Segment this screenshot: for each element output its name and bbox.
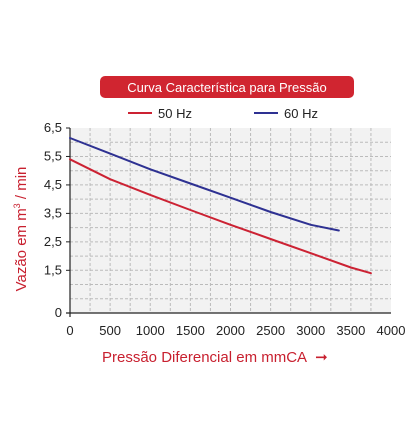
x-tick-label: 1500 xyxy=(176,323,205,338)
x-tick-labels: 0 500 1000 1500 2000 2500 3000 3500 4000 xyxy=(66,323,405,338)
data-series xyxy=(69,137,372,275)
x-tick-label: 3500 xyxy=(336,323,365,338)
chart-title-background xyxy=(100,76,354,98)
chart-title: Curva Característica para Pressão xyxy=(100,76,354,98)
chart-title-text: Curva Característica para Pressão xyxy=(127,80,326,95)
y-tick-label: 1,5 xyxy=(44,262,62,277)
x-tick-label: 3000 xyxy=(296,323,325,338)
y-tick-label: 2,5 xyxy=(44,234,62,249)
legend-label-50hz: 50 Hz xyxy=(158,106,192,121)
y-tick-label: 0 xyxy=(55,305,62,320)
legend-label-60hz: 60 Hz xyxy=(284,106,318,121)
y-axis-label: Vazão em m3 / min xyxy=(12,167,30,292)
series-line-50hz xyxy=(69,158,372,275)
y-tick-label: 3,5 xyxy=(44,205,62,220)
x-tick-label: 1000 xyxy=(136,323,165,338)
series-line-60hz xyxy=(69,137,340,232)
legend: 50 Hz 60 Hz xyxy=(128,106,318,121)
y-tick-label: 6,5 xyxy=(44,120,62,135)
y-tick-labels: 0 1,5 2,5 3,5 4,5 5,5 6,5 xyxy=(44,120,70,320)
x-tick-label: 4000 xyxy=(377,323,406,338)
x-tick-label: 2500 xyxy=(256,323,285,338)
grid-lines xyxy=(70,128,391,313)
x-axis-label: Pressão Diferencial em mmCA ➞ xyxy=(102,349,328,366)
x-axis-arrow-icon: ➞ xyxy=(315,349,328,366)
x-tick-label: 0 xyxy=(66,323,73,338)
y-tick-label: 5,5 xyxy=(44,148,62,163)
x-tick-label: 500 xyxy=(99,323,121,338)
x-tick-label: 2000 xyxy=(216,323,245,338)
y-tick-label: 4,5 xyxy=(44,177,62,192)
